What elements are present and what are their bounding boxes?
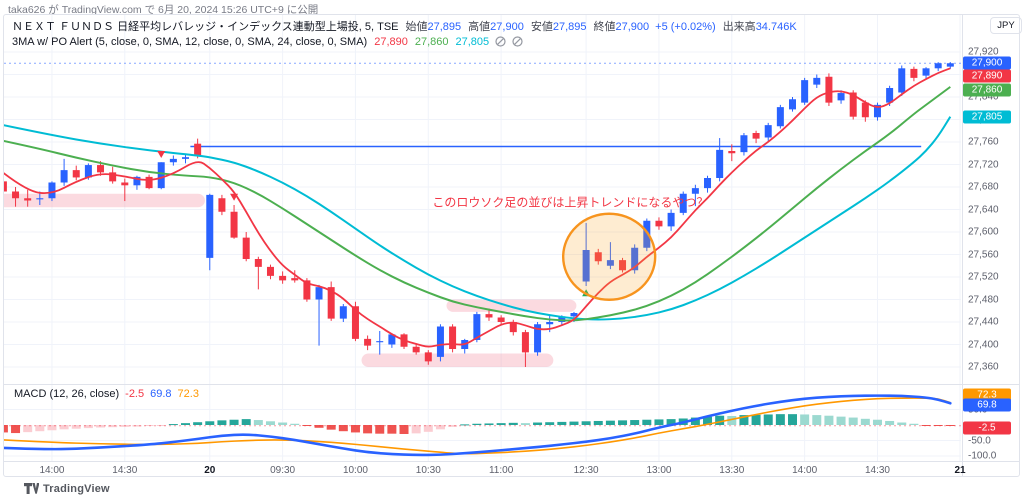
- volume-label: 出来高: [722, 21, 756, 33]
- ellipse-annotation[interactable]: [561, 212, 657, 301]
- close-label: 終値: [593, 21, 616, 33]
- ma5-value: 27,890: [374, 36, 408, 48]
- price-axis-label: 27,360: [968, 361, 999, 373]
- macd-label: MACD (12, 26, close): [14, 388, 120, 400]
- open-label: 始値: [405, 21, 428, 33]
- chart-note-annotation[interactable]: このロウソク足の並びは上昇トレンドになるやつ？: [432, 195, 709, 210]
- price-axis-label: 27,840: [968, 91, 999, 103]
- time-axis-label: 10:30: [415, 465, 441, 476]
- symbol-title: ＮＥＸＴ ＦＵＮＤＳ 日経平均レバレッジ・インデックス連動型上場投, 5, TS…: [12, 21, 399, 33]
- time-axis-label: 11:00: [488, 465, 514, 476]
- ma24-line: [4, 116, 952, 321]
- price-axis-badge: 27,890: [963, 69, 1011, 83]
- price-axis-label: 27,920: [968, 46, 999, 58]
- symbol-legend-row[interactable]: ＮＥＸＴ ＦＵＮＤＳ 日経平均レバレッジ・インデックス連動型上場投, 5, TS…: [12, 20, 797, 35]
- time-axis-label: 21: [954, 465, 966, 476]
- macd-hist-value: -2.5: [125, 388, 145, 400]
- time-axis-label: 14:30: [112, 465, 138, 476]
- change-value: +5 (+0.02%): [655, 21, 716, 33]
- ma5-line: [4, 67, 951, 348]
- candlesticks[interactable]: [0, 62, 954, 367]
- time-axis-label: 14:30: [864, 465, 890, 476]
- time-axis-label: 09:30: [270, 465, 296, 476]
- price-axis-label: 27,480: [968, 294, 999, 305]
- macd-axis-badge: 69.8: [963, 398, 1011, 412]
- time-axis-label: 13:00: [646, 465, 672, 476]
- price-axis-divider: [962, 15, 963, 476]
- chart-frame: [3, 14, 1020, 477]
- macd-histogram: [4, 414, 955, 434]
- price-axis-label: 27,760: [968, 136, 999, 148]
- price-axis-label: 27,680: [968, 181, 999, 193]
- macd-main-line: [4, 394, 952, 457]
- ma12-value: 27,860: [414, 36, 449, 48]
- time-axis-label: 14:00: [39, 465, 65, 476]
- ma12-line: [4, 86, 951, 322]
- tradingview-logo[interactable]: TradingView: [24, 482, 110, 495]
- indicator-name: 3MA w/ PO Alert (5, close, 0, SMA, 12, c…: [12, 36, 368, 48]
- currency-toggle-button[interactable]: JPY: [990, 17, 1022, 34]
- macd-axis-label: -50.0: [968, 435, 991, 446]
- alert-disabled-icon[interactable]: [495, 36, 506, 52]
- macd-legend[interactable]: MACD (12, 26, close) -2.5 69.8 72.3: [14, 388, 199, 400]
- price-axis-label: 27,640: [968, 204, 999, 215]
- macd-axis-label: -100.0: [968, 450, 997, 462]
- price-axis-label: 27,520: [968, 271, 999, 283]
- legend: ＮＥＸＴ ＦＵＮＤＳ 日経平均レバレッジ・インデックス連動型上場投, 5, TS…: [12, 20, 797, 52]
- low-value: 27,895: [552, 21, 587, 33]
- alert-disabled-icon[interactable]: [512, 36, 523, 52]
- tradingview-logo-icon: [24, 483, 39, 494]
- price-axis-label: 27,440: [968, 316, 999, 328]
- publish-info: taka626 が TradingView.com で 6月 20, 2024 …: [8, 4, 319, 16]
- open-value: 27,895: [427, 21, 462, 33]
- po-alert-markers: [157, 150, 591, 297]
- price-axis-label: 27,720: [968, 159, 999, 170]
- price-axis-label: 27,400: [968, 339, 999, 350]
- time-axis-label: 14:00: [792, 465, 818, 476]
- time-axis-label: 12:30: [573, 465, 599, 476]
- time-axis-label: 10:00: [342, 465, 368, 476]
- price-axis-label: 27,560: [968, 249, 999, 260]
- price-axis-label: 27,600: [968, 226, 999, 238]
- macd-line-value: 69.8: [150, 388, 172, 400]
- macd-axis-badge: 72.3: [963, 388, 1011, 402]
- price-axis-badge: 27,805: [963, 110, 1011, 124]
- time-axis-label: 13:30: [719, 465, 745, 476]
- time-axis-label: 20: [204, 465, 216, 476]
- low-label: 安値: [530, 21, 553, 33]
- grid-lines: [4, 15, 961, 461]
- ma24-value: 27,805: [455, 36, 490, 48]
- pane-separator[interactable]: [4, 384, 1020, 385]
- price-axis-badge: 27,900: [963, 56, 1011, 70]
- volume-value: 34.746K: [755, 21, 797, 33]
- macd-signal-value: 72.3: [177, 388, 199, 400]
- high-label: 高値: [468, 21, 491, 33]
- price-axis-badge: 27,860: [963, 83, 1011, 97]
- macd-axis-badge: -2.5: [963, 421, 1011, 435]
- indicator-legend-row[interactable]: 3MA w/ PO Alert (5, close, 0, SMA, 12, c…: [12, 35, 797, 52]
- time-axis-divider: [4, 461, 1020, 462]
- close-value: 27,900: [615, 21, 650, 33]
- tradingview-logo-text: TradingView: [43, 482, 110, 495]
- macd-signal-line: [4, 397, 951, 455]
- highlight-zones[interactable]: [0, 193, 577, 367]
- high-value: 27,900: [490, 21, 524, 33]
